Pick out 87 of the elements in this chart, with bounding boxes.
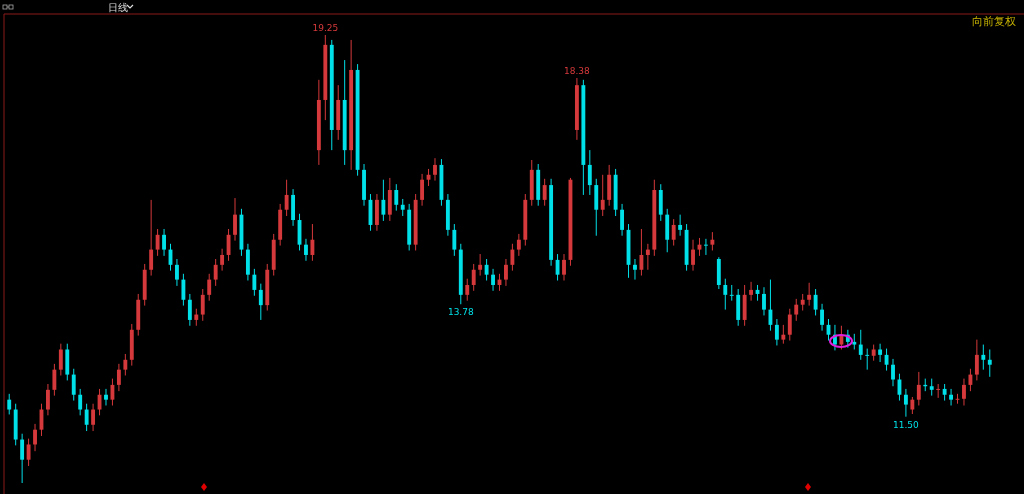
candlestick (452, 223, 457, 257)
candlestick (104, 388, 108, 406)
candlestick (20, 433, 25, 484)
candlestick (478, 253, 483, 277)
candlestick (207, 273, 212, 302)
candlestick (26, 438, 31, 467)
candlestick (774, 318, 779, 346)
candlestick (52, 363, 57, 397)
candlestick (691, 239, 695, 272)
candlestick (71, 368, 76, 402)
candlestick (949, 388, 953, 406)
candlestick (813, 288, 818, 316)
chart-subtitle: 日线 (108, 2, 128, 13)
candlestick (762, 286, 766, 316)
candlestick (794, 298, 799, 322)
candlestick (78, 388, 83, 416)
candlestick (484, 258, 489, 281)
candlestick (587, 149, 592, 196)
candlestick (123, 353, 128, 376)
candlestick (916, 371, 921, 406)
candlestick (678, 214, 683, 237)
candlestick (787, 308, 792, 342)
candlestick (420, 173, 425, 207)
annotation: 19.25 (312, 23, 339, 33)
candlestick (633, 258, 637, 281)
candlestick (181, 273, 186, 307)
candlestick (149, 199, 154, 277)
candlestick (865, 348, 870, 371)
candlestick (704, 238, 708, 256)
annotation: 13.78 (447, 307, 474, 318)
candlestick (903, 388, 908, 418)
candlestick (671, 218, 676, 247)
candlestick (781, 324, 786, 345)
annotation: 18.38 (564, 66, 591, 77)
candlestick (284, 179, 289, 217)
candlestick (987, 349, 992, 378)
candlestick (491, 268, 495, 292)
candlestick (155, 228, 160, 257)
annotation: 11.50 (893, 419, 920, 430)
candlestick (91, 403, 96, 432)
candlestick (510, 243, 515, 272)
candlestick (200, 288, 205, 322)
candlestick (878, 343, 883, 363)
candlestick (891, 358, 895, 387)
candlestick (858, 329, 863, 361)
candlestick (981, 344, 986, 371)
candlestick (962, 378, 966, 406)
candlestick (729, 284, 734, 302)
candlestick (187, 293, 192, 327)
candlestick (504, 258, 508, 287)
candlestick (936, 383, 941, 399)
candlestick (807, 282, 812, 307)
candlestick (433, 157, 437, 182)
candlestick (304, 238, 308, 262)
candlestick (258, 283, 263, 321)
candlestick (252, 268, 257, 297)
candlestick (839, 325, 844, 350)
candlestick (116, 363, 121, 392)
candlestick (46, 383, 50, 416)
candlestick (968, 368, 973, 392)
candlestick (7, 393, 12, 415)
candlestick (516, 233, 521, 257)
candlestick (710, 231, 715, 251)
candlestick (84, 403, 89, 432)
candlestick (974, 339, 979, 381)
candlestick (600, 174, 605, 217)
candlestick (233, 197, 237, 242)
candlestick (220, 248, 225, 272)
candlestick (162, 228, 166, 257)
candlestick (175, 258, 179, 287)
candlestick (645, 243, 650, 271)
candlestick (820, 303, 824, 332)
candlestick (394, 183, 399, 212)
candlestick (723, 278, 728, 311)
candlestick (471, 263, 476, 292)
candlestick (213, 258, 218, 287)
candlestick (33, 423, 37, 452)
text: 向前复权 (972, 15, 1016, 28)
candlestick (562, 253, 566, 281)
candlestick (620, 203, 624, 237)
candlestick (749, 281, 754, 302)
candlestick (381, 179, 386, 222)
candlestick (310, 223, 315, 262)
candlestick (465, 278, 470, 302)
candlestick (542, 178, 547, 207)
candlestick (639, 228, 644, 277)
candlestick (58, 343, 63, 376)
